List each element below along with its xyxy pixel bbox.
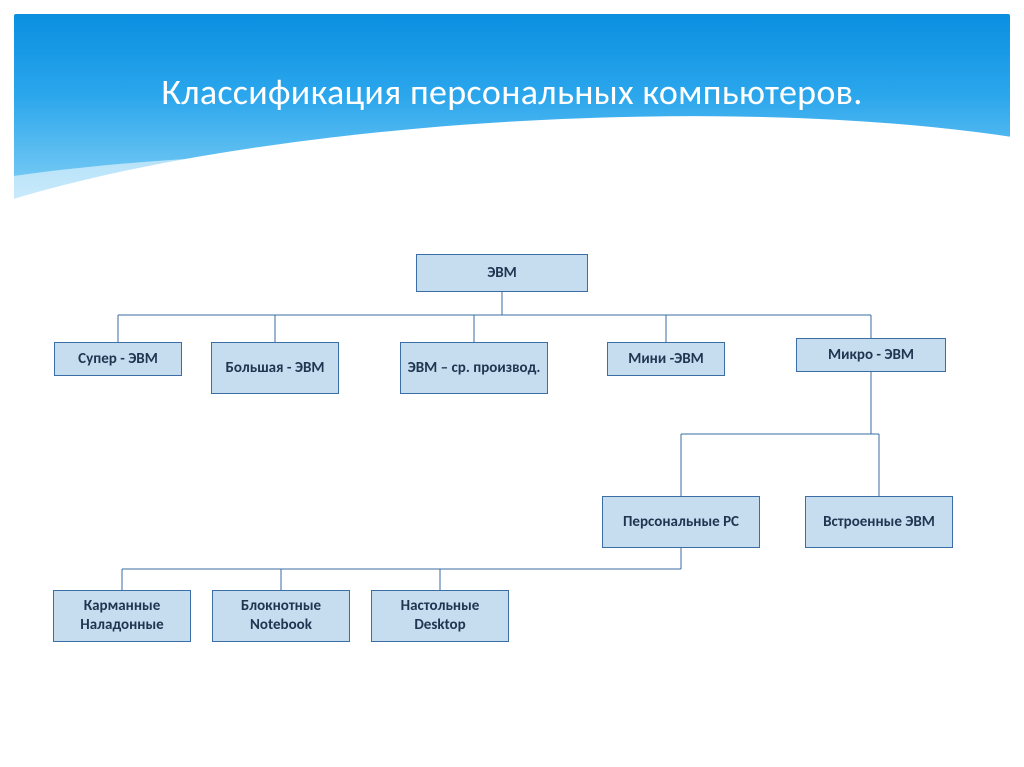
node-big: Большая - ЭВМ	[211, 342, 339, 394]
node-super: Супер - ЭВМ	[54, 342, 182, 376]
node-pocket: Карманные Наладонные	[53, 590, 191, 642]
node-nb: Блокнотные Notebook	[212, 590, 350, 642]
slide: Классификация персональных компьютеров. …	[0, 0, 1024, 767]
node-root: ЭВМ	[416, 254, 588, 292]
node-desk: Настольные Desktop	[371, 590, 509, 642]
wave-overlay-1	[0, 84, 1024, 767]
node-mid: ЭВМ – ср. производ.	[400, 342, 548, 394]
node-pc: Персональные PC	[602, 496, 760, 548]
node-micro: Микро - ЭВМ	[796, 338, 946, 372]
node-emb: Встроенные ЭВМ	[805, 496, 953, 548]
node-mini: Мини -ЭВМ	[607, 342, 725, 376]
slide-title: Классификация персональных компьютеров.	[0, 70, 1024, 114]
